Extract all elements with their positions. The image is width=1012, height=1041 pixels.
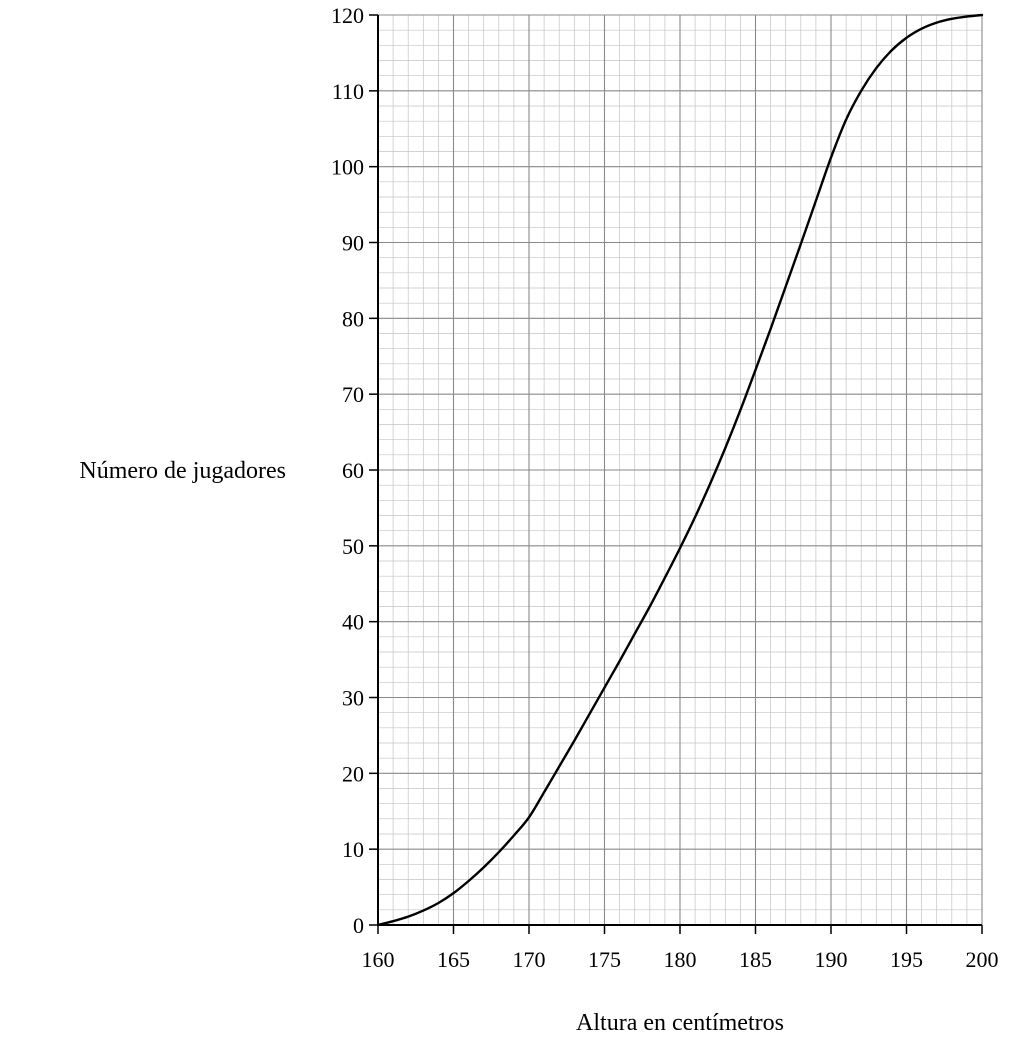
y-tick-label: 90 [342, 231, 364, 256]
x-tick-label: 195 [890, 947, 923, 972]
y-tick-labels: 0 10 20 30 40 50 60 70 80 90 100 110 120 [331, 3, 364, 938]
x-tick-label: 180 [664, 947, 697, 972]
y-tick-label: 40 [342, 610, 364, 635]
y-tick-label: 110 [332, 79, 364, 104]
y-tick-label: 20 [342, 761, 364, 786]
y-tick-label: 70 [342, 382, 364, 407]
x-tick-labels: 160 165 170 175 180 185 190 195 200 [362, 947, 999, 972]
y-tick-label: 0 [353, 913, 364, 938]
y-tick-label: 30 [342, 686, 364, 711]
x-axis-title: Altura en centímetros [576, 1010, 784, 1036]
y-tick-label: 10 [342, 837, 364, 862]
y-tick-label: 100 [331, 155, 364, 180]
ticks [369, 14, 983, 934]
x-tick-label: 185 [739, 947, 772, 972]
x-tick-label: 200 [966, 947, 999, 972]
cumulative-frequency-curve [376, 13, 984, 927]
y-tick-label: 80 [342, 306, 364, 331]
x-tick-label: 175 [588, 947, 621, 972]
y-tick-label: 60 [342, 458, 364, 483]
y-tick-label: 50 [342, 534, 364, 559]
x-tick-label: 165 [437, 947, 470, 972]
y-axis-title: Número de jugadores [79, 458, 286, 484]
x-tick-label: 190 [815, 947, 848, 972]
x-tick-label: 160 [362, 947, 395, 972]
y-tick-label: 120 [331, 3, 364, 28]
x-tick-label: 170 [513, 947, 546, 972]
